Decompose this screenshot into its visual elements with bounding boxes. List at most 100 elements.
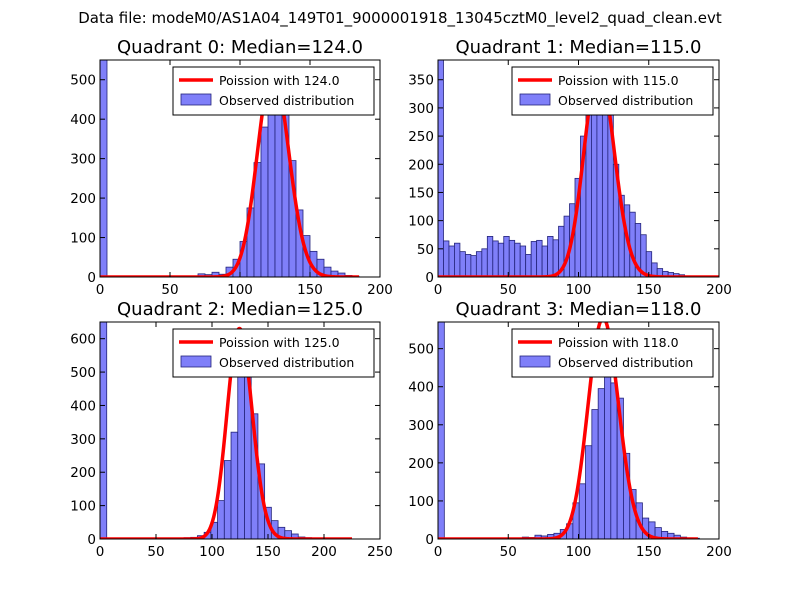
x-tick-label: 0 [434,282,443,298]
poisson-curve [100,67,361,277]
histogram-bar [530,241,538,277]
legend-box [511,328,714,378]
y-tick-label: 400 [70,112,96,128]
histogram-bar [497,242,505,277]
legend: Poission with 124.0 Observed distribution [172,66,375,116]
poisson-curve [438,322,699,539]
histogram-bar [597,388,605,539]
y-tick-label: 0 [87,270,96,286]
histogram-bar [470,255,477,277]
subplot-quadrant-1: 0 50 100 150 200 0 50 100 150 200 250 300 350 Quadran… [408,37,732,298]
histogram-bar [508,239,516,277]
axes-frame [99,321,381,540]
y-tick-label: 300 [70,432,96,448]
x-tick-label: 100 [227,282,253,298]
y-tick-label: 500 [408,342,434,358]
histogram-bar [525,254,532,277]
legend: Poission with 115.0 Observed distribution [511,66,714,116]
x-tick-label: 0 [434,544,443,560]
legend-label-poisson: Poission with 118.0 [558,335,679,350]
legend-bar-swatch [180,355,212,368]
y-tick-label: 50 [417,242,434,258]
x-tick-label: 50 [500,544,517,560]
y-tick-label: 200 [408,157,434,173]
x-tick-label: 50 [147,544,164,560]
x-tick-label: 150 [297,282,323,298]
histogram-bar [237,364,245,539]
x-tick-label: 250 [367,544,393,560]
x-tick-label: 150 [636,282,662,298]
legend-bar-swatch [519,355,551,368]
histogram-bar [475,251,483,277]
histogram-bar [610,382,618,539]
x-tick-label: 200 [706,544,732,560]
y-tick-label: 400 [408,380,434,396]
x-tick-label: 150 [255,544,281,560]
histogram-bar [492,240,499,277]
y-tick-label: 500 [70,365,96,381]
legend-box [172,328,375,378]
legend-label-observed: Observed distribution [219,355,354,370]
x-tick-label: 100 [566,544,592,560]
x-tick-label: 50 [161,282,178,298]
y-tick-label: 100 [70,231,96,247]
legend-label-observed: Observed distribution [558,93,693,108]
y-tick-label: 300 [408,101,434,117]
y-tick-label: 150 [408,185,434,201]
x-tick-label: 200 [311,544,337,560]
histogram-bar [604,363,612,539]
y-tick-label: 300 [408,418,434,434]
x-tick-label: 150 [636,544,662,560]
y-tick-label: 0 [425,270,434,286]
x-tick-label: 200 [367,282,393,298]
histogram-bar [585,445,593,539]
histogram-bar [503,236,510,277]
legend-label-observed: Observed distribution [219,93,354,108]
x-tick-label: 0 [96,282,105,298]
legend-label-poisson: Poission with 125.0 [219,335,340,350]
histogram-bar [291,533,299,539]
histogram-bar [486,236,494,277]
legend-label-observed: Observed distribution [558,355,693,370]
y-tick-label: 0 [87,532,96,548]
legend-box [172,66,375,116]
poisson-curve [100,326,354,539]
legend: Poission with 125.0 Observed distribution [172,328,375,378]
y-tick-label: 400 [70,398,96,414]
histogram-bar [514,242,521,277]
histogram-bar [443,240,450,277]
histogram-bar [578,483,586,539]
y-tick-label: 300 [70,152,96,168]
histogram-bar [230,431,239,539]
subplot-title: Quadrant 3: Median=118.0 [456,299,702,320]
histogram-bar [519,245,527,277]
histogram-bar [536,239,543,277]
histogram-bar [547,236,554,277]
x-tick-label: 100 [199,544,225,560]
histogram-bar [591,409,599,539]
subplot-title: Quadrant 2: Median=125.0 [117,299,363,320]
histogram-bar [260,126,269,277]
figure-suptitle: Data file: modeM0/AS1A04_149T01_90000019… [78,9,722,28]
histogram-bar [448,245,455,277]
x-tick-label: 0 [96,544,105,560]
histogram-bar [100,322,108,539]
y-tick-label: 500 [70,73,96,89]
legend-bar-swatch [519,93,551,106]
histogram-bar [438,60,444,277]
y-tick-label: 200 [70,191,96,207]
subplot-title: Quadrant 0: Median=124.0 [117,37,363,58]
y-tick-label: 200 [408,456,434,472]
histogram-bar [454,242,461,277]
histogram-bar [438,322,445,539]
legend-label-poisson: Poission with 115.0 [558,73,679,88]
histogram-bar [481,248,488,277]
histogram-bar [223,460,232,539]
histogram-bar [100,60,108,277]
x-tick-label: 100 [566,282,592,298]
y-tick-label: 250 [408,129,434,145]
histogram-bar [459,251,466,277]
subplot-quadrant-3: 0 50 100 150 200 0 100 200 300 400 500 Quadrant 3: … [408,299,732,560]
